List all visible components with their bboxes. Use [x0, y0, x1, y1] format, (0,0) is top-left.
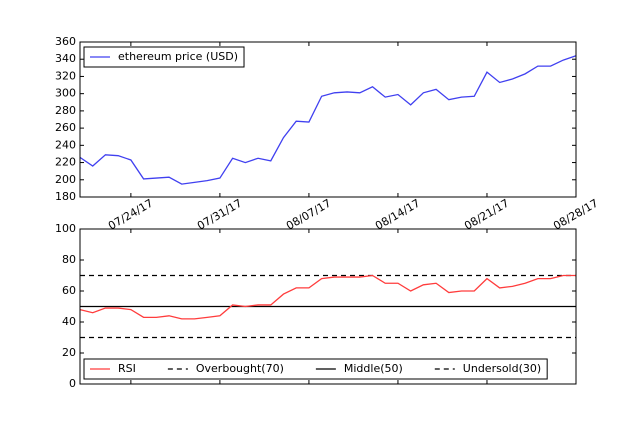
- y-tick-label: 360: [55, 35, 76, 48]
- data-line: [79, 55, 577, 185]
- legend-label: Overbought(70): [196, 362, 284, 375]
- legend-box: [83, 46, 245, 68]
- y-tick-label: 40: [62, 315, 76, 328]
- legend-box: [83, 358, 548, 380]
- y-tick-label: 260: [55, 121, 76, 134]
- x-tick-label: 08/07/17: [284, 197, 333, 233]
- plot-frame: [79, 228, 577, 385]
- x-tick-label: 08/28/17: [551, 197, 600, 233]
- x-tick-label: 08/21/17: [462, 197, 511, 233]
- data-line: [79, 274, 576, 320]
- plot-frame: [79, 41, 577, 198]
- x-tick-label: 08/14/17: [373, 197, 422, 233]
- y-tick-label: 80: [62, 253, 76, 266]
- y-tick-label: 180: [55, 190, 76, 203]
- y-tick-label: 300: [55, 87, 76, 100]
- y-tick-label: 340: [55, 52, 76, 65]
- y-tick-label: 240: [55, 138, 76, 151]
- y-tick-label: 0: [69, 377, 76, 390]
- x-tick-label: 07/24/17: [106, 197, 155, 233]
- legend-label: Undersold(30): [463, 362, 541, 375]
- y-tick-label: 20: [62, 346, 76, 359]
- y-tick-label: 220: [55, 156, 76, 169]
- y-tick-label: 280: [55, 104, 76, 117]
- y-tick-label: 100: [55, 222, 76, 235]
- legend-label: Middle(50): [344, 362, 403, 375]
- legend-label: ethereum price (USD): [118, 50, 238, 63]
- x-tick-label: 07/31/17: [195, 197, 244, 233]
- y-tick-label: 320: [55, 69, 76, 82]
- y-tick-label: 60: [62, 284, 76, 297]
- y-tick-label: 200: [55, 173, 76, 186]
- legend-label: RSI: [118, 362, 136, 375]
